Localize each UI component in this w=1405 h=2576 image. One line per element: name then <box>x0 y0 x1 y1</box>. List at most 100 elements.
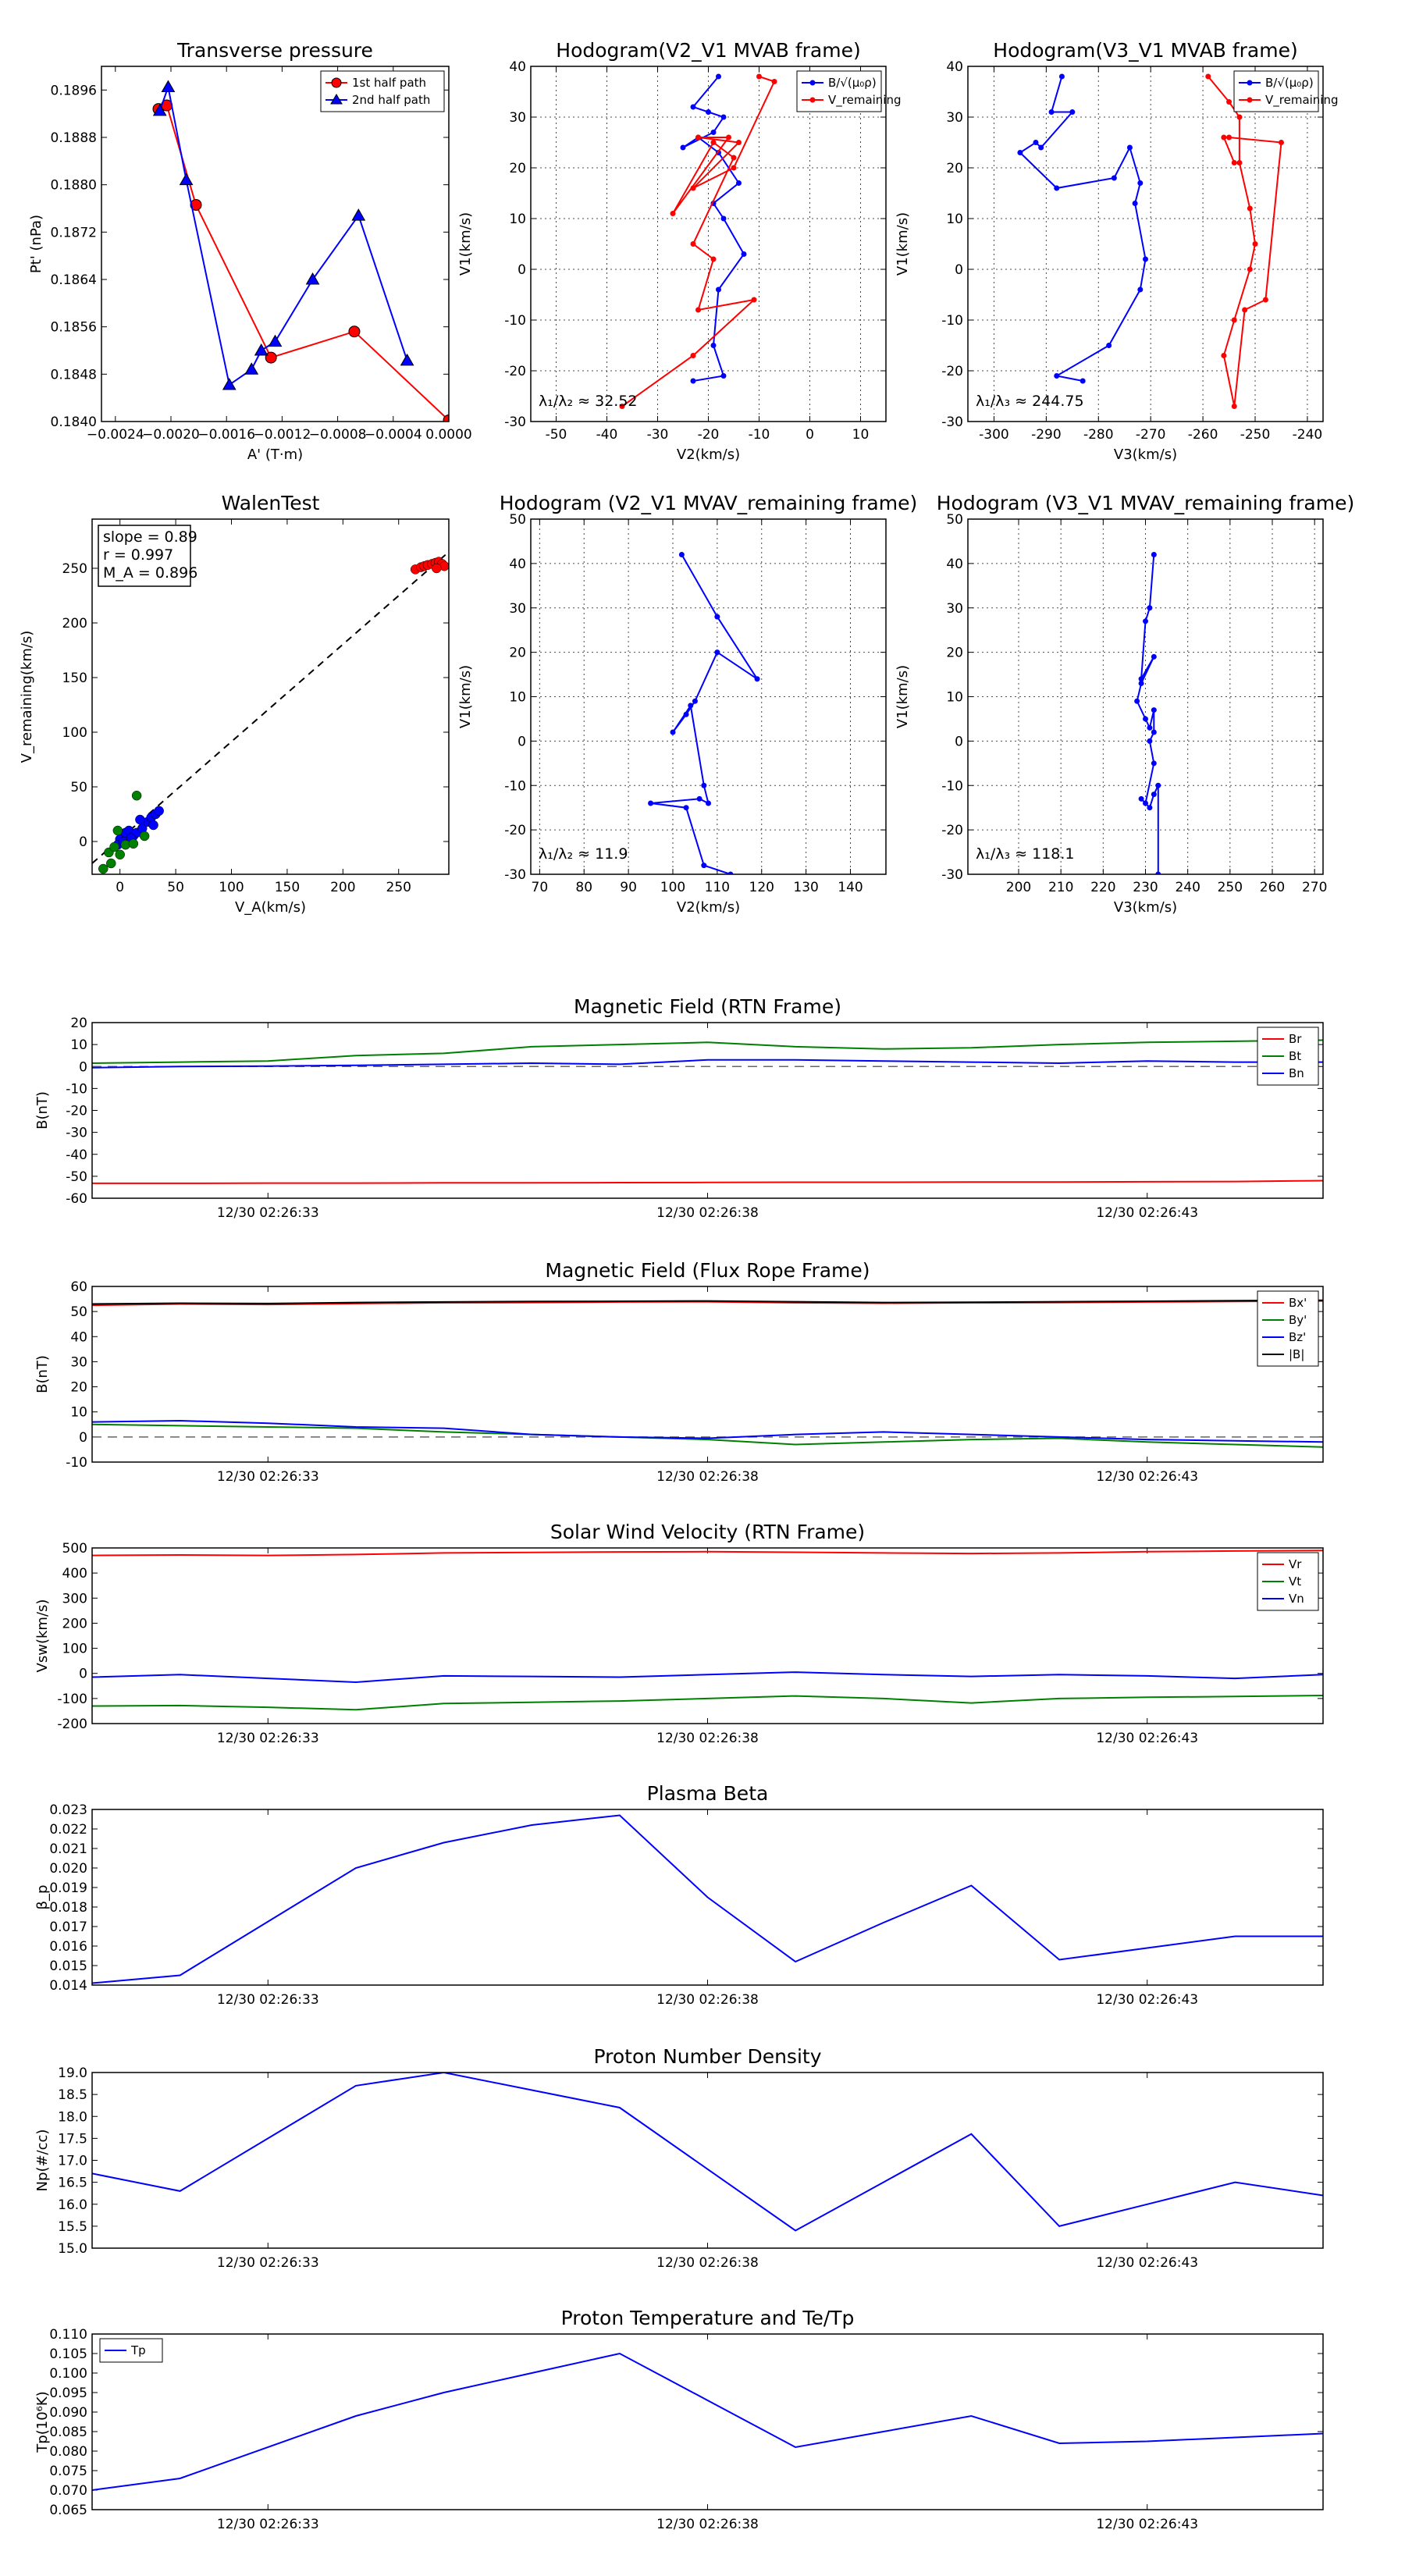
legend: B/√(μ₀ρ) V_remaining <box>1233 70 1339 112</box>
x-tick-label: −0.0016 <box>197 427 255 443</box>
chart-title: Hodogram (V3_V1 MVAV_remaining frame) <box>937 492 1355 514</box>
data-point <box>690 241 696 247</box>
legend: Bx' By' Bz' |B| <box>1257 1290 1319 1367</box>
x-tick-label: 12/30 02:26:43 <box>1096 2255 1198 2271</box>
chart-beta: Plasma Beta 0.014 0.015 0.016 0.017 0.018 0.01… <box>34 1782 1324 2008</box>
x-tick-label: 230 <box>1133 880 1158 895</box>
x-tick-label: 12/30 02:26:38 <box>656 2517 759 2532</box>
plot-area <box>92 2073 1323 2232</box>
x-tick-label: -10 <box>749 427 770 443</box>
data-point <box>720 373 727 379</box>
data-point <box>1132 201 1138 206</box>
y-tick-label: 20 <box>70 1016 87 1031</box>
data-point <box>351 208 366 221</box>
data-point <box>1247 205 1253 212</box>
plot-frame <box>91 1022 1324 1199</box>
legend-label: B/√(μ₀ρ) <box>1265 76 1314 90</box>
plot-area <box>92 1299 1323 1448</box>
y-tick-label: 16.5 <box>58 2176 87 2191</box>
y-tick-label: 100 <box>62 725 87 741</box>
data-point <box>720 215 727 222</box>
y-tick-label: 200 <box>62 616 87 632</box>
y-tick-label: 20 <box>946 161 963 176</box>
data-point <box>254 343 269 356</box>
data-point <box>1054 373 1060 379</box>
series-line-Vt <box>92 1695 1323 1711</box>
chart-title: Solar Wind Velocity (RTN Frame) <box>550 1521 865 1543</box>
data-point <box>619 404 625 409</box>
legend-marker <box>330 94 343 105</box>
series-line-beta <box>92 1814 1323 1984</box>
y-tick-label: 10 <box>946 212 963 227</box>
data-point <box>714 614 720 620</box>
data-point <box>701 863 707 869</box>
x-tick-label: 12/30 02:26:43 <box>1096 1731 1198 1746</box>
y-tick-label: -20 <box>504 823 526 838</box>
x-tick-label: 12/30 02:26:33 <box>217 2517 319 2532</box>
plot-area <box>92 1039 1323 1184</box>
y-tick-label: 20 <box>946 646 963 661</box>
y-tick-label: 0.1864 <box>51 272 97 288</box>
data-point <box>1155 871 1161 874</box>
legend-label: Vt <box>1289 1574 1301 1589</box>
ratio-annotation: λ₁/λ₃ ≈ 118.1 <box>976 845 1075 863</box>
legend-label: Bz' <box>1289 1330 1306 1344</box>
plot-area <box>152 80 449 422</box>
legend-label: 2nd half path <box>352 93 430 107</box>
data-point <box>1231 160 1237 165</box>
chart-mag_fr: Magnetic Field (Flux Rope Frame) -10 0 10 20… <box>34 1259 1324 1485</box>
y-tick-label: 0.1848 <box>51 367 97 382</box>
legend-label: Bx' <box>1289 1296 1307 1310</box>
chart-vsw: Solar Wind Velocity (RTN Frame) -200 -100 0… <box>34 1521 1324 1746</box>
scatter-point <box>98 863 108 874</box>
x-tick-label: 70 <box>532 880 549 895</box>
y-tick-label: -60 <box>66 1191 87 1207</box>
stats-line: slope = 0.89 <box>103 528 197 546</box>
y-tick-label: 0 <box>79 1059 87 1075</box>
x-tick-label: 12/30 02:26:33 <box>217 1992 319 2008</box>
x-tick-label: −0.0004 <box>365 427 422 443</box>
x-tick-label: 12/30 02:26:38 <box>656 2255 759 2271</box>
y-tick-label: 0.016 <box>49 1939 87 1955</box>
x-tick-label: -30 <box>647 427 669 443</box>
y-tick-label: 0.085 <box>49 2425 87 2440</box>
x-tick-label: 110 <box>705 880 730 895</box>
y-tick-label: 10 <box>509 212 526 227</box>
y-tick-label: 16.0 <box>58 2197 87 2213</box>
x-tick-label: 50 <box>167 880 184 895</box>
legend-marker <box>809 80 816 86</box>
data-point <box>443 414 449 422</box>
series-line-Np <box>92 2073 1323 2232</box>
data-point <box>1147 605 1153 611</box>
y-axis-label: Vsw(km/s) <box>34 1599 51 1673</box>
x-tick-label: 250 <box>1218 880 1243 895</box>
data-point <box>670 211 676 216</box>
y-tick-label: 50 <box>70 780 87 795</box>
plot-frame <box>91 518 450 875</box>
y-axis-label: Np(#/cc) <box>34 2129 51 2192</box>
x-tick-label: -280 <box>1083 427 1114 443</box>
x-axis-label: V_A(km/s) <box>235 899 306 916</box>
plot-frame <box>967 518 1324 875</box>
y-tick-label: 40 <box>509 59 526 75</box>
y-tick-label: 0.023 <box>49 1802 87 1818</box>
legend-label: |B| <box>1289 1347 1304 1361</box>
y-tick-label: 30 <box>946 601 963 617</box>
series-line-By' <box>92 1423 1323 1448</box>
x-tick-label: −0.0024 <box>87 427 144 443</box>
legend-label: V_remaining <box>828 93 902 108</box>
y-tick-label: 40 <box>509 557 526 572</box>
chart-title: Transverse pressure <box>176 39 373 62</box>
data-point <box>1137 286 1144 293</box>
data-point <box>710 140 717 145</box>
legend: B/√(μ₀ρ) V_remaining <box>796 70 902 112</box>
y-tick-label: 300 <box>62 1591 87 1606</box>
y-tick-label: 50 <box>946 512 963 528</box>
y-tick-label: -10 <box>504 778 526 794</box>
y-tick-label: 0.080 <box>49 2444 87 2460</box>
chart-title: Plasma Beta <box>647 1782 769 1805</box>
plot-area <box>92 551 449 874</box>
data-point <box>1278 140 1284 145</box>
data-point <box>161 80 176 93</box>
y-tick-label: 19.0 <box>58 2065 87 2081</box>
